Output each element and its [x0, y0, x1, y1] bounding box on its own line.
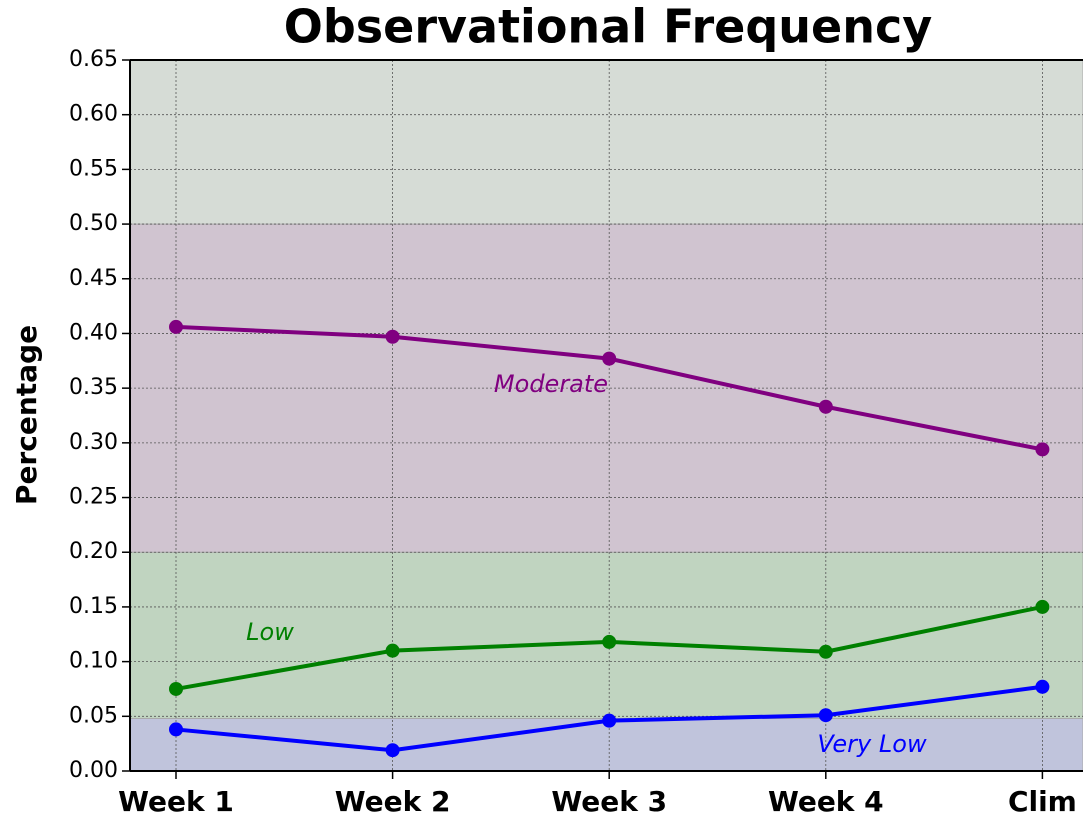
y-tick-label: 0.25 — [69, 485, 118, 510]
y-axis-label: Percentage — [10, 325, 43, 505]
point — [169, 722, 183, 737]
point — [1035, 679, 1050, 694]
band-label: Very Low — [817, 730, 927, 758]
band — [130, 717, 1083, 771]
point — [818, 399, 833, 414]
point — [1035, 442, 1050, 457]
x-tick-label: Clim — [1008, 785, 1077, 818]
y-tick-label: 0.15 — [69, 594, 118, 619]
y-tick-label: 0.45 — [69, 266, 118, 291]
y-tick-label: 0.60 — [69, 102, 118, 127]
y-tick-label: 0.20 — [69, 539, 118, 564]
x-tick-label: Week 4 — [768, 785, 884, 818]
point — [602, 713, 617, 728]
plot-area: Very Low Low Moderate — [130, 60, 1083, 771]
point — [169, 681, 183, 696]
point — [602, 351, 617, 366]
x-tick-label: Week 3 — [551, 785, 667, 818]
y-tick-label: 0.05 — [69, 703, 118, 728]
point — [385, 329, 400, 344]
y-tick-label: 0.50 — [69, 211, 118, 236]
chart-title: Observational Frequency — [284, 0, 933, 54]
point — [818, 644, 833, 659]
x-tick-label: Week 1 — [118, 785, 234, 818]
band-label: Moderate — [494, 370, 608, 398]
y-tick-label: 0.40 — [69, 320, 118, 345]
y-tick-label: 0.30 — [69, 430, 118, 455]
y-tick-label: 0.10 — [69, 649, 118, 674]
y-tick-label: 0.00 — [69, 758, 118, 783]
point — [169, 319, 183, 334]
point — [1035, 599, 1050, 614]
band — [130, 551, 1083, 719]
band-label: Low — [246, 618, 294, 646]
point — [818, 708, 833, 723]
x-tick-label: Week 2 — [335, 785, 451, 818]
y-tick-label: 0.35 — [69, 375, 118, 400]
point — [602, 634, 617, 649]
y-tick-label: 0.65 — [69, 47, 118, 72]
band — [130, 60, 1083, 225]
point — [385, 743, 400, 758]
point — [385, 643, 400, 658]
y-tick-label: 0.55 — [69, 156, 118, 181]
